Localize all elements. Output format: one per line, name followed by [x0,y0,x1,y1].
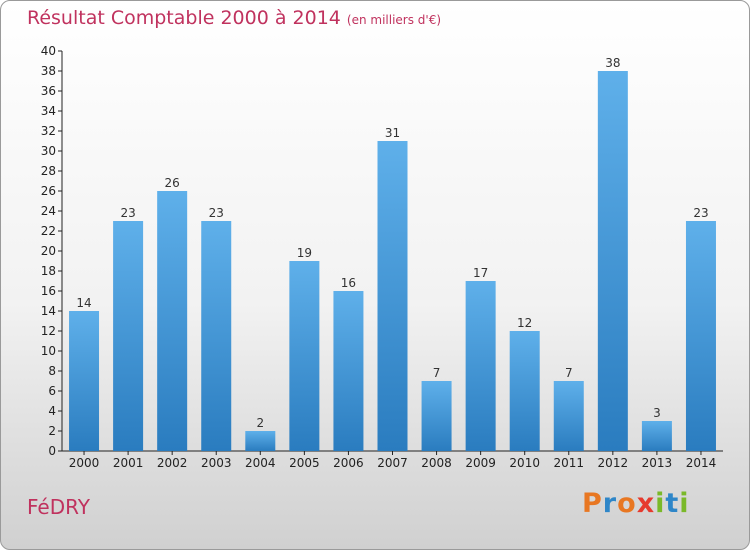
logo-letter: o [617,488,637,519]
bar [113,221,144,451]
y-tick-label: 26 [41,184,56,198]
x-tick-label: 2009 [465,456,496,470]
bar [377,141,408,451]
x-tick-label: 2000 [69,456,100,470]
data-label: 2 [256,416,264,430]
x-tick-label: 2005 [289,456,320,470]
x-tick-label: 2010 [509,456,540,470]
bar [641,421,672,451]
bar [157,191,188,451]
bar [245,431,276,451]
data-label: 31 [385,126,400,140]
bar [509,331,540,451]
y-tick-label: 4 [48,404,56,418]
y-tick-label: 24 [41,204,56,218]
bar [421,381,452,451]
y-tick-label: 14 [41,304,56,318]
logo-letter: t [665,488,680,519]
y-tick-label: 20 [41,244,56,258]
bar [333,291,364,451]
data-label: 14 [76,296,91,310]
data-label: 7 [565,366,573,380]
logo-letter: r [602,488,618,519]
bar [289,261,320,451]
y-tick-label: 16 [41,284,56,298]
data-label: 23 [693,206,708,220]
x-tick-label: 2007 [377,456,408,470]
x-tick-label: 2001 [113,456,144,470]
x-tick-label: 2013 [642,456,673,470]
y-tick-label: 0 [48,444,56,458]
data-label: 16 [341,276,356,290]
bar [69,311,100,451]
logo-letter: P [582,488,603,519]
bar [597,71,628,451]
y-tick-label: 30 [41,144,56,158]
y-tick-label: 22 [41,224,56,238]
logo-letter: i [655,488,666,519]
data-label: 7 [433,366,441,380]
y-tick-label: 18 [41,264,56,278]
proxiti-logo: Proxiti [582,488,690,519]
y-tick-label: 32 [41,124,56,138]
logo-letter: x [636,488,656,519]
y-tick-label: 40 [41,44,56,58]
x-tick-label: 2014 [686,456,717,470]
x-tick-label: 2012 [598,456,629,470]
data-label: 19 [297,246,312,260]
bar [465,281,496,451]
data-label: 3 [653,406,661,420]
y-tick-label: 2 [48,424,56,438]
bars: 14 23 26 23 2 19 16 31 7 17 12 7 38 3 23 [69,56,716,451]
y-tick-label: 12 [41,324,56,338]
bar [201,221,232,451]
data-label: 23 [120,206,135,220]
y-tick-label: 28 [41,164,56,178]
y-tick-label: 6 [48,384,56,398]
data-label: 17 [473,266,488,280]
data-label: 12 [517,316,532,330]
y-tick-label: 34 [41,104,56,118]
x-tick-label: 2006 [333,456,364,470]
data-label: 38 [605,56,620,70]
bar [553,381,584,451]
y-tick-label: 38 [41,64,56,78]
data-label: 23 [209,206,224,220]
x-tick-label: 2004 [245,456,276,470]
logo-letter: i [679,488,690,519]
x-tick-label: 2002 [157,456,188,470]
y-tick-label: 36 [41,84,56,98]
data-label: 26 [165,176,180,190]
y-tick-label: 8 [48,364,56,378]
chart-unit: (en milliers d'€) [346,13,442,27]
x-tick-label: 2003 [201,456,232,470]
commune-name: FéDRY [27,495,90,519]
x-tick-label: 2011 [553,456,584,470]
chart-title: Résultat Comptable 2000 à 2014 (en millie… [27,7,441,29]
y-tick-label: 10 [41,344,56,358]
bar [685,221,716,451]
x-tick-label: 2008 [421,456,452,470]
chart-title-text: Résultat Comptable 2000 à 2014 [27,7,341,29]
